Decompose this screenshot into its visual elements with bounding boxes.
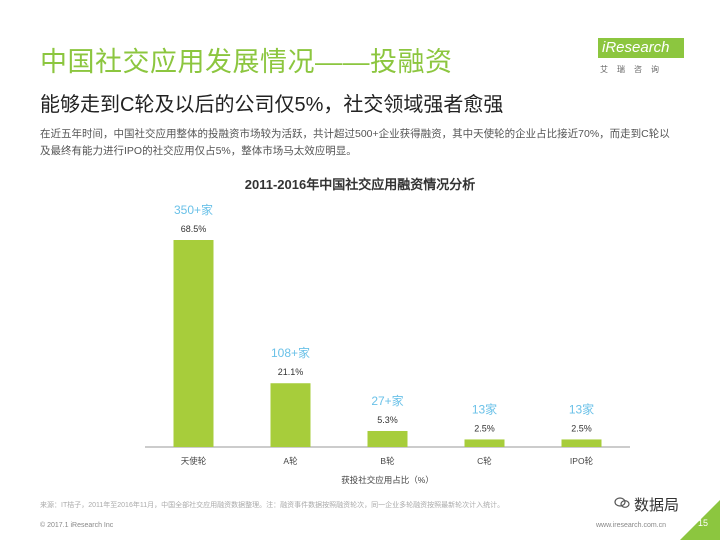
x-tick-label: B轮 bbox=[380, 456, 395, 466]
bar bbox=[173, 240, 214, 447]
bar-count-label: 27+家 bbox=[371, 393, 403, 408]
bar-count-label: 108+家 bbox=[271, 345, 310, 360]
bar-percent-label: 2.5% bbox=[474, 423, 495, 433]
x-tick-label: A轮 bbox=[283, 456, 298, 466]
x-tick-label: C轮 bbox=[477, 456, 492, 466]
chart-title: 2011-2016年中国社交应用融资情况分析 bbox=[244, 177, 476, 192]
bar-percent-label: 5.3% bbox=[377, 415, 398, 425]
x-tick-label: IPO轮 bbox=[570, 456, 594, 466]
watermark-text: 数据局 bbox=[634, 497, 680, 514]
bar-count-label: 13家 bbox=[569, 401, 594, 416]
iresearch-logo: iResearch 艾瑞咨询 bbox=[598, 38, 684, 82]
bar-percent-label: 68.5% bbox=[181, 224, 207, 234]
copyright: © 2017.1 iResearch Inc bbox=[40, 522, 114, 529]
page-description: 在近五年时间，中国社交应用整体的投融资市场较为活跃，共计超过500+企业获得融资… bbox=[40, 128, 670, 157]
bar-count-label: 13家 bbox=[472, 401, 497, 416]
page-subtitle: 能够走到C轮及以后的公司仅5%，社交领域强者愈强 bbox=[40, 94, 504, 116]
logo-subtext: 艾瑞咨询 bbox=[600, 65, 668, 74]
website: www.iresearch.com.cn bbox=[596, 522, 667, 529]
bar bbox=[270, 383, 311, 447]
bar bbox=[561, 439, 602, 447]
x-tick-label: 天使轮 bbox=[181, 456, 207, 466]
corner-decoration bbox=[680, 500, 720, 540]
bar bbox=[464, 439, 505, 447]
bar bbox=[367, 430, 408, 447]
page-number: 15 bbox=[698, 518, 709, 528]
bar-count-label: 350+家 bbox=[174, 202, 213, 217]
logo-brand: iResearch bbox=[598, 38, 684, 58]
bar-percent-label: 2.5% bbox=[571, 423, 592, 433]
chat-bubble-icon bbox=[614, 497, 630, 508]
source-note: 来源：IT桔子，2011年至2016年11月，中国全部社交应用融资数据整理。注：… bbox=[40, 502, 505, 509]
page-title: 中国社交应用发展情况——投融资 bbox=[40, 47, 453, 77]
bar-percent-label: 21.1% bbox=[278, 367, 304, 377]
x-axis-title: 获投社交应用占比（%） bbox=[341, 475, 434, 485]
